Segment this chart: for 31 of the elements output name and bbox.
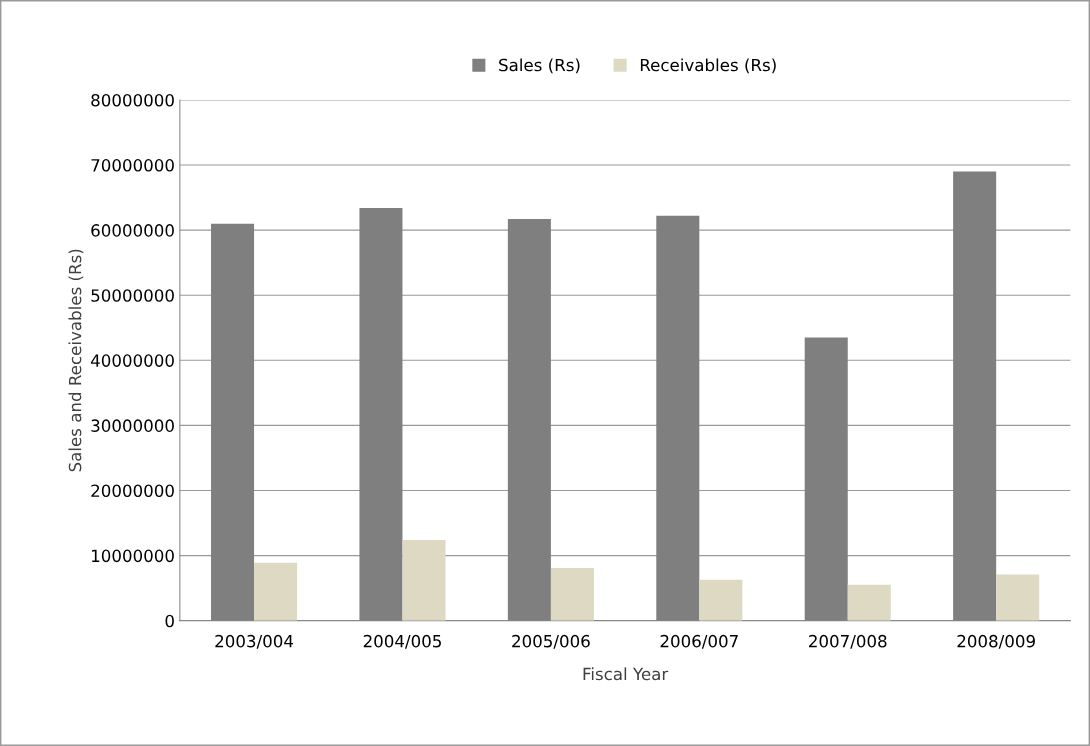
x-axis-title: Fiscal Year: [583, 667, 669, 681]
y-axis-title: Sales and Receivables (Rs): [68, 249, 84, 472]
y-tick-label: 70000000: [91, 159, 174, 172]
y-tick-label: 10000000: [91, 549, 174, 563]
bar: [847, 584, 891, 621]
y-tick-label: 40000000: [90, 354, 174, 367]
x-tick-label: 2007/008: [809, 634, 887, 649]
x-tick-label: 2005/006: [512, 634, 590, 649]
y-tick-label: 30000000: [91, 419, 174, 432]
y-tick-label: 20000000: [91, 484, 174, 498]
y-tick-label: 50000000: [91, 289, 174, 302]
x-tick-label: 2003/004: [215, 634, 294, 649]
bar: [699, 579, 743, 621]
bar: [953, 171, 997, 621]
legend-label: Receivables (Rs): [640, 58, 776, 74]
bar: [804, 337, 848, 621]
x-tick-label: 2006/007: [660, 634, 738, 649]
y-tick-label: 0: [165, 614, 174, 628]
x-tick-label: 2008/009: [957, 634, 1035, 649]
y-tick-label: 60000000: [91, 224, 174, 237]
bar: [656, 215, 700, 621]
legend-label: Sales (Rs): [499, 58, 580, 74]
bar: [507, 219, 551, 621]
bar: [402, 539, 446, 621]
bar: [996, 574, 1040, 621]
y-tick-label: 80000000: [91, 93, 174, 107]
bar: [359, 208, 403, 621]
x-tick-label: 2004/005: [363, 634, 441, 649]
bar: [211, 223, 255, 621]
bar: [550, 567, 594, 621]
bar: [254, 562, 298, 621]
